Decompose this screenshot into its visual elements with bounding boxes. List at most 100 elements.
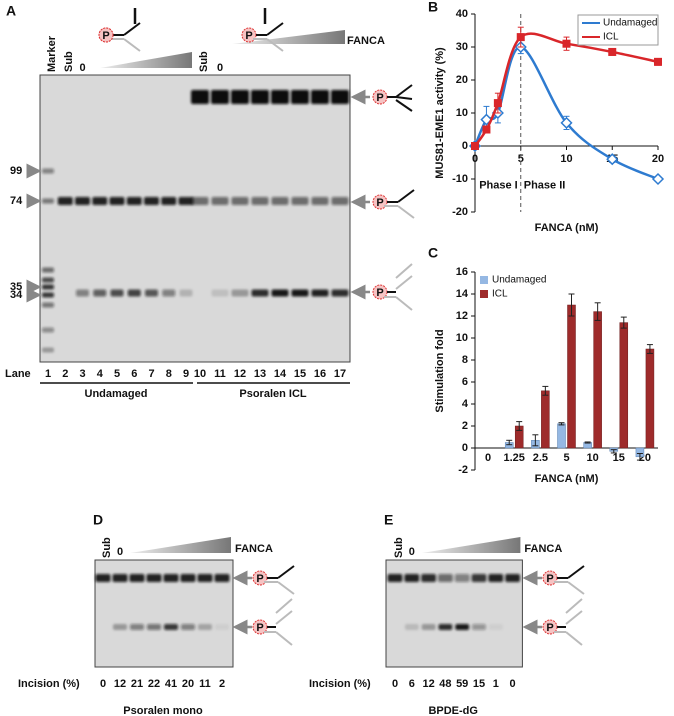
dna-strand xyxy=(123,22,141,36)
x-tick-label: 2.5 xyxy=(533,452,548,464)
bar xyxy=(557,423,566,449)
dna-strand xyxy=(395,275,413,290)
gel-band xyxy=(164,624,178,630)
panel-label: A xyxy=(6,3,16,19)
gel-band xyxy=(145,289,158,297)
phosphate-text: P xyxy=(102,30,109,42)
gel-band xyxy=(179,289,193,297)
legend-label: ICL xyxy=(492,289,508,300)
incision-value: 41 xyxy=(165,678,177,690)
gel-band xyxy=(472,624,486,630)
gel-band xyxy=(211,289,229,297)
lane-header: Marker xyxy=(46,35,58,72)
data-point xyxy=(471,142,479,150)
gel-band xyxy=(387,574,403,582)
gel-band xyxy=(42,168,54,174)
lane-header: 0 xyxy=(409,546,415,558)
gel-band xyxy=(311,289,329,297)
error-bar xyxy=(636,453,643,461)
gel-band xyxy=(231,90,249,104)
gel-band xyxy=(404,624,419,630)
gel-band xyxy=(95,574,111,582)
lane-number: 5 xyxy=(114,368,120,380)
gel-band xyxy=(191,197,209,205)
gel-band xyxy=(271,197,289,205)
gel-band xyxy=(127,289,141,297)
legend-label: Undamaged xyxy=(603,18,657,29)
y-tick-label: 8 xyxy=(462,354,468,366)
x-tick-label: 20 xyxy=(652,153,664,165)
error-bar xyxy=(584,441,591,444)
y-axis-label: MUS81-EME1 activity (%) xyxy=(434,47,446,179)
phosphate-text: P xyxy=(376,197,383,209)
dna-strand xyxy=(397,205,415,219)
gel-band xyxy=(455,624,470,630)
lane-number: 3 xyxy=(79,368,85,380)
gel-band xyxy=(214,574,230,582)
y-tick-label: 20 xyxy=(456,74,468,86)
bar xyxy=(567,304,576,449)
titrant-label: FANCA xyxy=(347,35,385,47)
gel-band xyxy=(129,574,145,582)
gel-band xyxy=(161,197,177,205)
incision-value: 0 xyxy=(392,678,398,690)
phosphate-text: P xyxy=(245,30,252,42)
error-bar xyxy=(558,422,565,426)
dna-strand xyxy=(567,581,585,595)
y-tick-label: -2 xyxy=(458,464,468,476)
error-bar xyxy=(516,421,523,431)
x-tick-label: 0 xyxy=(472,153,478,165)
gel-band xyxy=(180,574,196,582)
gel-band xyxy=(42,267,54,273)
lane-number: 1 xyxy=(45,368,51,380)
data-point xyxy=(654,57,662,66)
incision-value: 1 xyxy=(493,678,499,690)
error-bar xyxy=(620,316,627,329)
incision-value: 12 xyxy=(114,678,126,690)
error-bar xyxy=(568,293,575,317)
dna-strand xyxy=(277,581,295,595)
y-tick-label: -20 xyxy=(452,206,468,218)
lane-header: 0 xyxy=(217,62,223,74)
gel-band xyxy=(42,347,54,353)
dna-strand xyxy=(565,631,583,646)
gel-band xyxy=(211,90,229,104)
data-point xyxy=(651,172,665,186)
lane-header: Sub xyxy=(101,537,113,558)
gel xyxy=(39,74,351,363)
error-bar xyxy=(594,302,601,321)
lane-number: 16 xyxy=(314,368,326,380)
incision-value: 0 xyxy=(100,678,106,690)
gel-band xyxy=(311,90,329,104)
lane-number: 9 xyxy=(183,368,189,380)
y-axis-label: Stimulation fold xyxy=(434,329,446,412)
gel-band xyxy=(75,197,90,205)
incision-value: 6 xyxy=(409,678,415,690)
dna-strand xyxy=(275,610,293,625)
data-point xyxy=(608,47,617,56)
incision-value: 2 xyxy=(219,678,225,690)
gel-band xyxy=(42,302,54,308)
titration-wedge xyxy=(130,537,231,553)
data-point xyxy=(493,99,502,108)
x-tick-label: 1.25 xyxy=(504,452,525,464)
gel-band xyxy=(271,90,289,104)
y-tick-label: 16 xyxy=(456,266,468,278)
error-bar xyxy=(542,385,549,396)
gel-band xyxy=(488,624,503,630)
y-tick-label: 6 xyxy=(462,376,468,388)
incision-value: 15 xyxy=(473,678,485,690)
incision-value: 0 xyxy=(510,678,516,690)
gel-band xyxy=(113,624,127,630)
dna-strand xyxy=(397,189,415,203)
dna-strand xyxy=(395,263,413,279)
y-tick-label: 2 xyxy=(462,420,468,432)
x-tick-label: 10 xyxy=(560,153,572,165)
marker-size: 34 xyxy=(10,289,23,301)
panel-label: B xyxy=(428,0,438,15)
lane-number: 2 xyxy=(62,368,68,380)
x-tick-label: 10 xyxy=(587,452,599,464)
gel-band xyxy=(311,197,329,205)
